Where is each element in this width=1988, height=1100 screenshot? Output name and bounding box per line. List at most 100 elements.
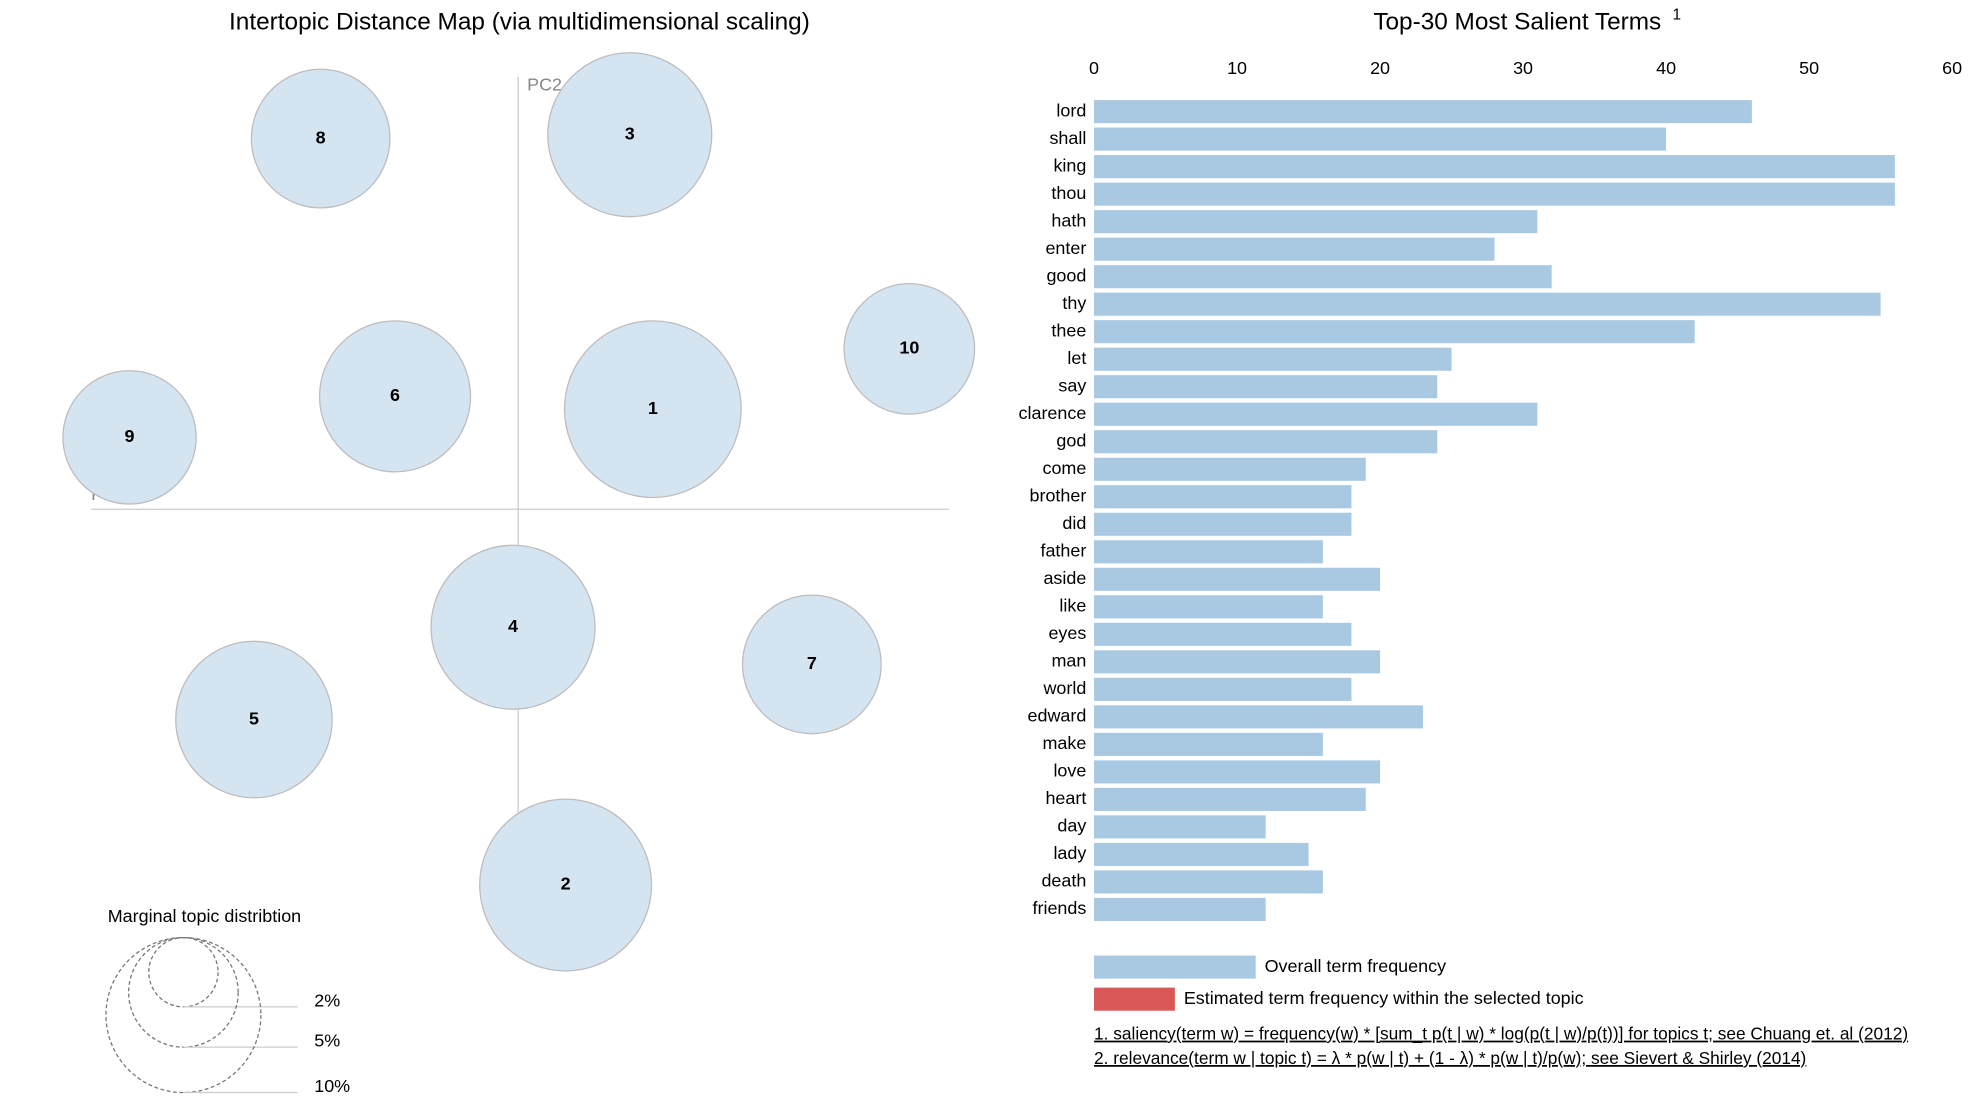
term-label: love: [1053, 761, 1086, 781]
bar: [1094, 540, 1323, 564]
bar: [1094, 705, 1423, 729]
topic-label: 7: [807, 653, 817, 673]
term-label: man: [1051, 651, 1086, 671]
term-label: aside: [1043, 568, 1086, 588]
bar: [1094, 760, 1381, 784]
term-label: heart: [1045, 788, 1086, 808]
bar: [1094, 127, 1667, 151]
bar: [1094, 100, 1752, 124]
term-label: lord: [1056, 100, 1086, 120]
bar: [1094, 292, 1881, 316]
bar: [1094, 787, 1366, 811]
bar: [1094, 870, 1323, 894]
bar: [1094, 182, 1895, 206]
footnote: 2. relevance(term w | topic t) = λ * p(w…: [1094, 1048, 1806, 1068]
term-label: day: [1057, 816, 1086, 836]
term-label: god: [1056, 430, 1086, 450]
term-label: clarence: [1019, 403, 1087, 423]
bar: [1094, 210, 1538, 234]
term-label: world: [1042, 678, 1086, 698]
topic-label: 9: [125, 426, 135, 446]
term-label: friends: [1033, 898, 1087, 918]
term-label: thou: [1051, 183, 1086, 203]
x-tick-label: 50: [1799, 58, 1819, 78]
bar: [1094, 402, 1538, 426]
bar: [1094, 677, 1352, 701]
map-title: Intertopic Distance Map (via multidimens…: [229, 9, 810, 36]
x-tick-label: 20: [1370, 58, 1390, 78]
bar: [1094, 732, 1323, 756]
topic-label: 5: [249, 708, 259, 728]
term-label: brother: [1030, 486, 1087, 506]
term-label: thee: [1051, 320, 1086, 340]
term-label: king: [1053, 155, 1086, 175]
bar: [1094, 237, 1495, 261]
size-legend-label: 10%: [314, 1076, 350, 1096]
term-label: say: [1058, 375, 1086, 395]
legend-swatch: [1094, 955, 1256, 979]
term-label: let: [1067, 348, 1086, 368]
term-label: thy: [1062, 293, 1086, 313]
bar: [1094, 485, 1352, 509]
topic-label: 6: [390, 385, 400, 405]
bar-title-superscript: 1: [1672, 6, 1681, 23]
topic-label: 1: [648, 398, 658, 418]
topic-bubble: [430, 544, 596, 710]
bar: [1094, 347, 1452, 371]
size-legend-title: Marginal topic distribtion: [108, 906, 301, 926]
x-tick-label: 40: [1656, 58, 1676, 78]
x-tick-label: 0: [1089, 58, 1099, 78]
topic-bubble: [741, 594, 882, 735]
term-label: come: [1042, 458, 1086, 478]
legend-label: Overall term frequency: [1265, 956, 1446, 976]
topic-label: 8: [316, 127, 326, 147]
x-tick-label: 60: [1942, 58, 1962, 78]
topic-label: 3: [625, 123, 635, 143]
topic-label: 2: [561, 874, 571, 894]
term-label: enter: [1045, 238, 1086, 258]
topic-bubble: [62, 370, 197, 505]
term-label: good: [1046, 265, 1086, 285]
size-legend-label: 2%: [314, 990, 340, 1010]
bar: [1094, 155, 1895, 179]
term-label: hath: [1051, 210, 1086, 230]
x-tick-label: 10: [1227, 58, 1247, 78]
bar: [1094, 265, 1552, 289]
term-label: like: [1059, 596, 1086, 616]
topic-label: 4: [508, 616, 518, 636]
bar: [1094, 457, 1366, 481]
bar: [1094, 375, 1438, 399]
term-label: lady: [1053, 843, 1086, 863]
topic-bubble: [318, 320, 472, 473]
bar: [1094, 567, 1381, 591]
footnote: 1. saliency(term w) = frequency(w) * [su…: [1094, 1024, 1908, 1044]
size-legend-circle: [105, 936, 262, 1094]
term-label: make: [1042, 733, 1086, 753]
legend-swatch: [1094, 987, 1175, 1011]
term-label: did: [1062, 513, 1086, 533]
term-label: shall: [1049, 128, 1086, 148]
size-legend-circle: [148, 936, 219, 1008]
bar: [1094, 430, 1438, 454]
bar: [1094, 595, 1323, 619]
topic-label: 10: [899, 338, 919, 358]
term-label: eyes: [1048, 623, 1086, 643]
bar: [1094, 512, 1352, 536]
term-label: edward: [1028, 706, 1087, 726]
term-label: father: [1040, 541, 1086, 561]
topic-bubble: [175, 640, 333, 799]
topic-bubble: [563, 320, 742, 499]
size-legend-circle: [127, 936, 239, 1048]
topic-bubble: [479, 798, 653, 972]
bar: [1094, 815, 1266, 839]
bar-title: Top-30 Most Salient Terms: [1373, 9, 1661, 36]
legend-label: Estimated term frequency within the sele…: [1184, 988, 1584, 1008]
term-label: death: [1041, 871, 1086, 891]
size-legend-label: 5%: [314, 1031, 340, 1051]
pc2-label: PC2: [527, 75, 562, 95]
topic-bubble: [547, 52, 713, 218]
bar: [1094, 842, 1309, 866]
bar: [1094, 650, 1381, 674]
